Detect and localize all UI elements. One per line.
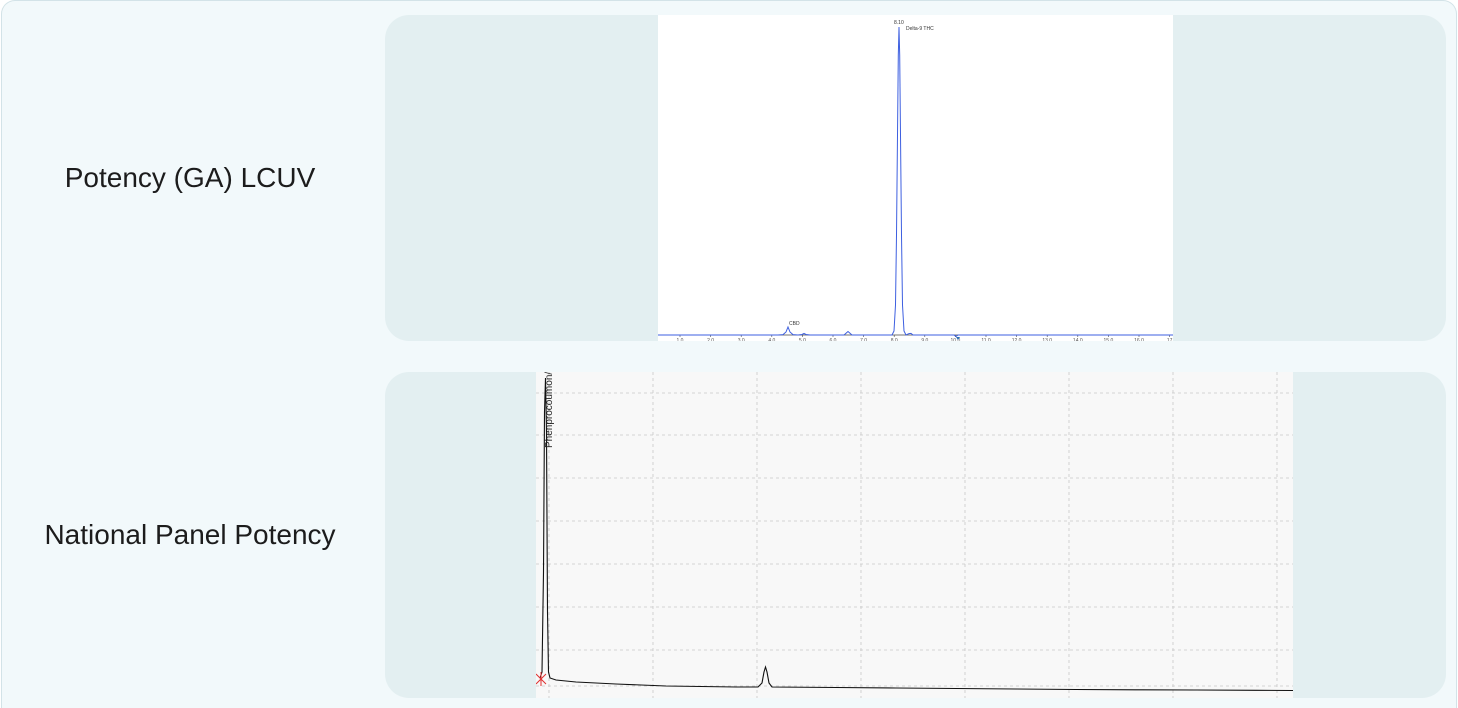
chromatogram-national-panel-plot: Phenprocoumon/ bbox=[536, 372, 1293, 698]
x-axis-tick-label: 9.0 bbox=[921, 338, 928, 341]
peak-label-phenprocoumon: Phenprocoumon/ bbox=[544, 372, 555, 448]
x-axis-tick-label: 8.0 bbox=[891, 338, 898, 341]
x-axis-tick-label: 4.0 bbox=[768, 338, 775, 341]
peak-label-cbd: CBD bbox=[789, 321, 800, 327]
gridlines bbox=[536, 372, 1293, 698]
x-axis-tick-label: 7.0 bbox=[860, 338, 867, 341]
x-axis-tick-label: 6.0 bbox=[830, 338, 837, 341]
row-label-national-panel-potency: National Panel Potency bbox=[44, 519, 336, 550]
x-axis-tick-label: 17 bbox=[1167, 338, 1173, 341]
chromatogram-card-national-panel: Phenprocoumon/ bbox=[385, 372, 1446, 698]
x-axis-tick-label: 12.0 bbox=[1012, 338, 1022, 341]
x-axis-tick-label: 15.0 bbox=[1104, 338, 1114, 341]
x-axis-ticks: 1.0 2.0 3.0 4.0 5.0 6.0 7.0 8.0 9.0 10.0 11.0 12.0 1… bbox=[677, 335, 1173, 341]
row-label-potency-lcuv: Potency (GA) LCUV bbox=[64, 162, 316, 193]
x-axis-tick-label: 2.0 bbox=[707, 338, 714, 341]
peak-retention-time: 8.10 bbox=[894, 20, 904, 26]
x-axis-tick-label: 3.0 bbox=[738, 338, 745, 341]
x-axis-tick-label: 1.0 bbox=[677, 338, 684, 341]
x-axis-tick-label: 14.0 bbox=[1073, 338, 1083, 341]
peak-label-delta9-thc: Delta-9 THC bbox=[906, 26, 934, 32]
chromatogram-lcuv-plot: 1.0 2.0 3.0 4.0 5.0 6.0 7.0 8.0 9.0 10.0 11.0 12.0 1… bbox=[658, 20, 1173, 341]
x-axis-tick-label: 11.0 bbox=[981, 338, 991, 341]
x-axis-tick-label: 13.0 bbox=[1042, 338, 1052, 341]
baseline-marker bbox=[956, 337, 960, 340]
chromatogram-image-potency-lcuv[interactable]: 1.0 2.0 3.0 4.0 5.0 6.0 7.0 8.0 9.0 10.0 11.0 12.0 1… bbox=[658, 15, 1173, 341]
chromatogram-trace bbox=[658, 26, 1173, 338]
chromatogram-image-national-panel[interactable]: Phenprocoumon/ bbox=[536, 372, 1293, 698]
x-axis-tick-label: 10.0 bbox=[951, 338, 961, 341]
integration-start-marker bbox=[536, 672, 547, 686]
x-axis-tick-label: 5.0 bbox=[799, 338, 806, 341]
chromatogram-trace bbox=[539, 377, 1293, 692]
x-axis-tick-label: 16.0 bbox=[1134, 338, 1144, 341]
chromatogram-card-potency-lcuv: 1.0 2.0 3.0 4.0 5.0 6.0 7.0 8.0 9.0 10.0 11.0 12.0 1… bbox=[385, 15, 1446, 341]
